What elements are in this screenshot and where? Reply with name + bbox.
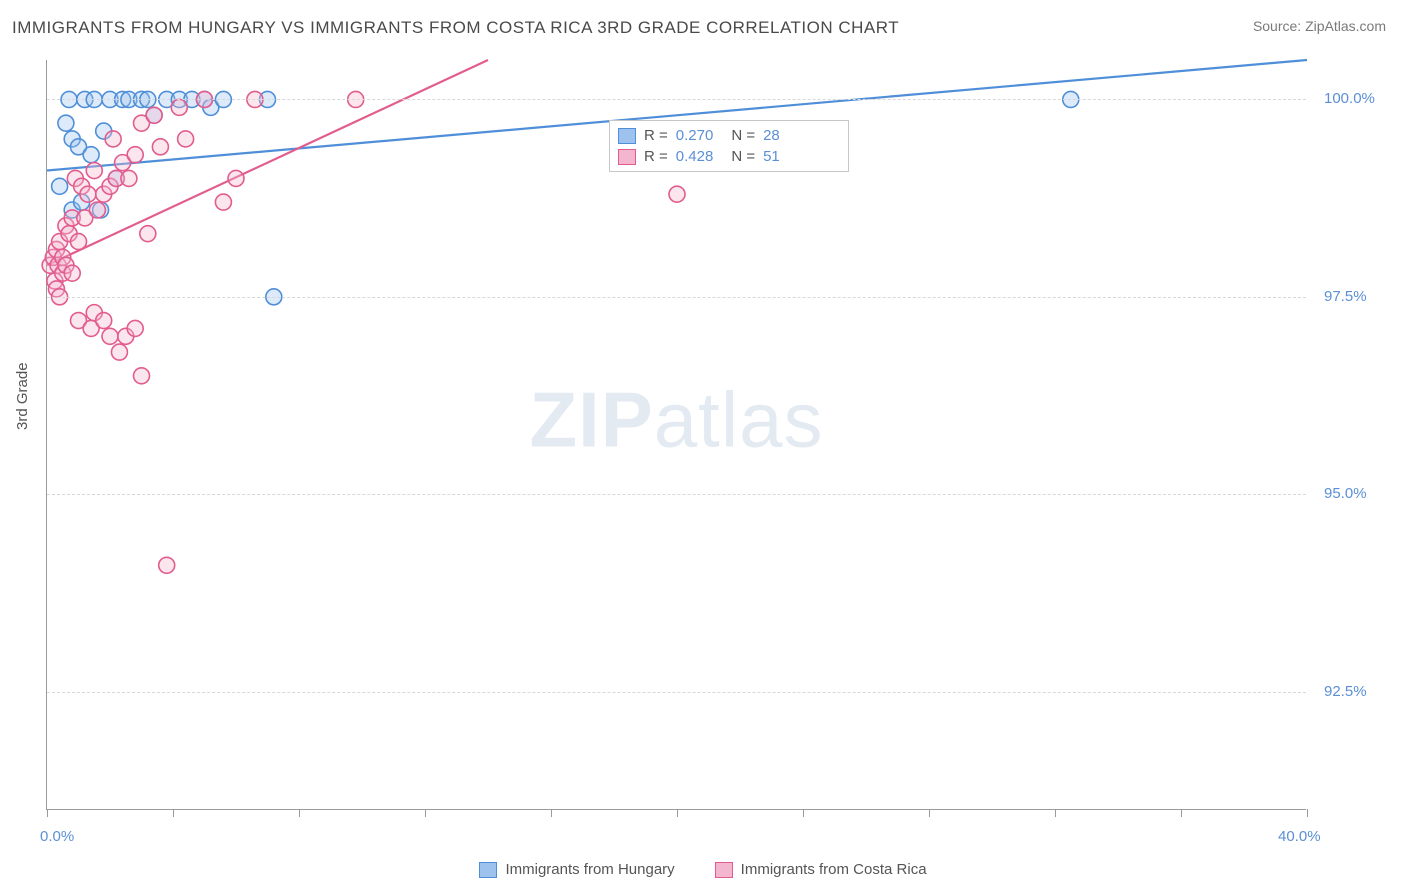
data-point <box>121 170 137 186</box>
data-point <box>105 131 121 147</box>
x-tick <box>1055 809 1056 817</box>
x-axis-label-left: 0.0% <box>40 828 74 845</box>
data-point <box>228 170 244 186</box>
legend-n-value-0: 28 <box>763 127 780 144</box>
data-point <box>146 107 162 123</box>
legend-n-label: N = <box>731 148 755 165</box>
data-point <box>215 194 231 210</box>
legend-n-label: N = <box>731 127 755 144</box>
data-point <box>152 139 168 155</box>
y-tick-label: 92.5% <box>1324 683 1367 700</box>
data-point <box>134 368 150 384</box>
correlation-legend: R = 0.270 N = 28 R = 0.428 N = 51 <box>609 120 849 172</box>
x-tick <box>1181 809 1182 817</box>
y-tick-label: 95.0% <box>1324 485 1367 502</box>
legend-swatch-1 <box>618 149 636 165</box>
chart-svg <box>47 60 1306 809</box>
x-axis-label-right: 40.0% <box>1278 828 1321 845</box>
bottom-legend-item-1: Immigrants from Costa Rica <box>715 861 927 878</box>
data-point <box>111 344 127 360</box>
chart-container: IMMIGRANTS FROM HUNGARY VS IMMIGRANTS FR… <box>0 0 1406 892</box>
data-point <box>178 131 194 147</box>
bottom-legend-label-0: Immigrants from Hungary <box>505 861 674 878</box>
legend-r-value-0: 0.270 <box>676 127 714 144</box>
x-tick <box>929 809 930 817</box>
data-point <box>58 115 74 131</box>
data-point <box>102 328 118 344</box>
x-tick <box>551 809 552 817</box>
gridline <box>47 297 1306 298</box>
y-axis-title: 3rd Grade <box>14 362 31 430</box>
data-point <box>127 147 143 163</box>
legend-r-label: R = <box>644 127 668 144</box>
x-tick <box>677 809 678 817</box>
x-tick <box>47 809 48 817</box>
legend-swatch-0 <box>618 128 636 144</box>
data-point <box>96 313 112 329</box>
x-tick <box>1307 809 1308 817</box>
data-point <box>669 186 685 202</box>
bottom-legend: Immigrants from Hungary Immigrants from … <box>0 861 1406 878</box>
data-point <box>52 178 68 194</box>
x-tick <box>803 809 804 817</box>
legend-row-0: R = 0.270 N = 28 <box>618 125 840 146</box>
x-tick <box>173 809 174 817</box>
bottom-legend-swatch-0 <box>479 862 497 878</box>
gridline <box>47 99 1306 100</box>
gridline <box>47 692 1306 693</box>
data-point <box>71 234 87 250</box>
y-tick-label: 97.5% <box>1324 288 1367 305</box>
data-point <box>89 202 105 218</box>
bottom-legend-label-1: Immigrants from Costa Rica <box>741 861 927 878</box>
legend-n-value-1: 51 <box>763 148 780 165</box>
source-label: Source: ZipAtlas.com <box>1253 18 1386 34</box>
data-point <box>140 226 156 242</box>
chart-title: IMMIGRANTS FROM HUNGARY VS IMMIGRANTS FR… <box>12 18 899 38</box>
x-tick <box>425 809 426 817</box>
data-point <box>86 163 102 179</box>
legend-r-value-1: 0.428 <box>676 148 714 165</box>
plot-area: ZIPatlas R = 0.270 N = 28 R = 0.428 N = … <box>46 60 1306 810</box>
bottom-legend-swatch-1 <box>715 862 733 878</box>
y-tick-label: 100.0% <box>1324 90 1375 107</box>
data-point <box>127 320 143 336</box>
data-point <box>83 147 99 163</box>
data-point <box>171 99 187 115</box>
data-point <box>64 265 80 281</box>
data-point <box>80 186 96 202</box>
gridline <box>47 494 1306 495</box>
data-point <box>159 557 175 573</box>
x-tick <box>299 809 300 817</box>
bottom-legend-item-0: Immigrants from Hungary <box>479 861 674 878</box>
legend-row-1: R = 0.428 N = 51 <box>618 146 840 167</box>
legend-r-label: R = <box>644 148 668 165</box>
